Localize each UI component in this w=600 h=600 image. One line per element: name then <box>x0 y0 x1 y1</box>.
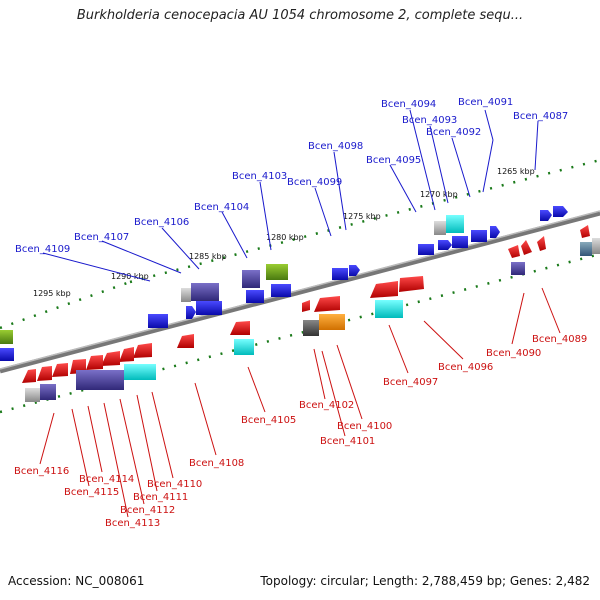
gene-arrow[interactable] <box>177 334 194 348</box>
gene-arrow[interactable] <box>434 221 446 235</box>
gene-arrow[interactable] <box>580 225 590 238</box>
gene-arrow[interactable] <box>148 314 168 328</box>
gene-label-bottom: Bcen_4097 <box>383 377 438 388</box>
gene-label-bottom: Bcen_4089 <box>532 334 587 345</box>
gene-label-top: Bcen_4103 <box>232 171 287 182</box>
chromosome-backbone <box>0 210 600 374</box>
gene-label-top: Bcen_4099 <box>287 177 342 188</box>
forward-gene-features <box>0 206 568 361</box>
gene-label-top: Bcen_4095 <box>366 155 421 166</box>
gene-arrow[interactable] <box>490 226 500 238</box>
reverse-gene-features <box>22 225 600 402</box>
gene-arrow[interactable] <box>234 339 254 355</box>
gene-label-top: Bcen_4092 <box>426 127 481 138</box>
gene-arrow[interactable] <box>332 268 348 280</box>
gene-label-top: Bcen_4109 <box>15 244 70 255</box>
gene-arrow[interactable] <box>266 264 288 280</box>
gene-arrow[interactable] <box>186 306 196 319</box>
gene-arrow[interactable] <box>133 343 152 358</box>
gene-label-top: Bcen_4094 <box>381 99 436 110</box>
gene-arrow[interactable] <box>0 348 14 361</box>
gene-arrow[interactable] <box>76 370 124 390</box>
lower-scale-track <box>0 252 600 414</box>
scale-label: 1275 kbp <box>343 212 381 221</box>
gene-arrow[interactable] <box>521 240 532 255</box>
gene-arrow[interactable] <box>181 288 191 302</box>
gene-arrow[interactable] <box>25 388 40 402</box>
gene-arrow[interactable] <box>230 321 250 335</box>
chromosome-backbone-highlight <box>0 210 600 370</box>
gene-label-bottom: Bcen_4116 <box>14 466 69 477</box>
gene-arrow[interactable] <box>196 301 222 315</box>
gene-arrow[interactable] <box>537 236 546 251</box>
gene-label-bottom: Bcen_4111 <box>133 492 188 503</box>
reverse-leader-lines <box>39 287 561 518</box>
scale-label: 1280 kbp <box>266 233 304 242</box>
gene-label-bottom: Bcen_4110 <box>147 479 202 490</box>
gene-label-bottom: Bcen_4101 <box>320 436 375 447</box>
gene-arrow[interactable] <box>399 276 424 292</box>
gene-label-bottom: Bcen_4100 <box>337 421 392 432</box>
upper-scale-track <box>129 158 600 284</box>
gene-label-bottom: Bcen_4105 <box>241 415 296 426</box>
gene-arrow[interactable] <box>553 206 568 217</box>
scale-label: 1285 kbp <box>189 252 227 261</box>
gene-arrow[interactable] <box>319 314 345 330</box>
gene-label-top: Bcen_4093 <box>402 115 457 126</box>
gene-arrow[interactable] <box>375 300 403 318</box>
map-title: Burkholderia cenocepacia AU 1054 chromos… <box>76 8 524 23</box>
gene-label-top: Bcen_4098 <box>308 141 363 152</box>
gene-label-bottom: Bcen_4113 <box>105 518 160 529</box>
gene-arrow[interactable] <box>101 351 120 366</box>
gene-arrow[interactable] <box>86 355 103 370</box>
gene-arrow[interactable] <box>302 300 310 312</box>
gene-label-bottom: Bcen_4108 <box>189 458 244 469</box>
gene-label-bottom: Bcen_4102 <box>299 400 354 411</box>
gene-label-top: Bcen_4091 <box>458 97 513 108</box>
gene-arrow[interactable] <box>242 270 260 288</box>
gene-label-top: Bcen_4104 <box>194 202 249 213</box>
gene-arrow[interactable] <box>471 230 487 242</box>
accession-text: Accession: NC_008061 <box>8 574 145 588</box>
gene-arrow[interactable] <box>592 238 600 254</box>
scale-label: 1265 kbp <box>497 167 535 176</box>
gene-label-top: Bcen_4087 <box>513 111 568 122</box>
scale-label: 1290 kbp <box>111 272 149 281</box>
gene-label-top: Bcen_4106 <box>134 217 189 228</box>
gene-arrow[interactable] <box>119 347 134 362</box>
gene-arrow[interactable] <box>22 369 36 383</box>
topology-summary: Topology: circular; Length: 2,788,459 bp… <box>260 574 590 588</box>
gene-label-bottom: Bcen_4096 <box>438 362 493 373</box>
gene-arrow[interactable] <box>452 236 468 248</box>
gene-label-top: Bcen_4107 <box>74 232 129 243</box>
gene-arrow[interactable] <box>52 363 68 377</box>
gene-arrow[interactable] <box>446 215 464 233</box>
gene-arrow[interactable] <box>511 262 525 275</box>
scale-label: 1270 kbp <box>420 190 458 199</box>
gene-label-bottom: Bcen_4115 <box>64 487 119 498</box>
gene-arrow[interactable] <box>37 366 52 381</box>
gene-arrow[interactable] <box>540 210 552 221</box>
gene-arrow[interactable] <box>508 245 520 258</box>
gene-label-bottom: Bcen_4090 <box>486 348 541 359</box>
gene-arrow[interactable] <box>349 265 360 276</box>
gene-arrow[interactable] <box>271 284 291 297</box>
gene-arrow[interactable] <box>370 281 398 298</box>
forward-leader-lines <box>42 109 539 282</box>
gene-arrow[interactable] <box>124 364 156 380</box>
gene-arrow[interactable] <box>246 290 264 303</box>
gene-arrow[interactable] <box>580 242 592 256</box>
gene-arrow[interactable] <box>438 240 452 250</box>
gene-label-bottom: Bcen_4112 <box>120 505 175 516</box>
gene-label-bottom: Bcen_4114 <box>79 474 134 485</box>
scale-label: 1295 kbp <box>33 289 71 298</box>
gene-arrow[interactable] <box>418 244 434 255</box>
gene-arrow[interactable] <box>314 296 340 312</box>
gene-arrow[interactable] <box>303 320 319 336</box>
gene-arrow[interactable] <box>40 384 56 400</box>
gene-arrow[interactable] <box>0 330 13 344</box>
gene-arrow[interactable] <box>191 283 219 301</box>
